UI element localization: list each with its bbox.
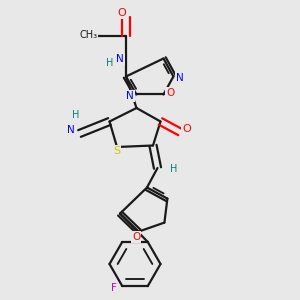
Text: O: O bbox=[132, 232, 140, 242]
Text: O: O bbox=[117, 8, 126, 18]
Text: F: F bbox=[111, 283, 117, 292]
Text: S: S bbox=[113, 146, 121, 156]
Text: N: N bbox=[176, 73, 184, 83]
Text: H: H bbox=[106, 58, 113, 68]
Text: O: O bbox=[166, 88, 174, 98]
Text: H: H bbox=[72, 110, 79, 120]
Text: N: N bbox=[116, 54, 124, 64]
Text: N: N bbox=[67, 125, 75, 136]
Text: N: N bbox=[126, 91, 134, 101]
Text: O: O bbox=[182, 124, 191, 134]
Text: H: H bbox=[170, 164, 177, 175]
Text: CH₃: CH₃ bbox=[80, 29, 98, 40]
